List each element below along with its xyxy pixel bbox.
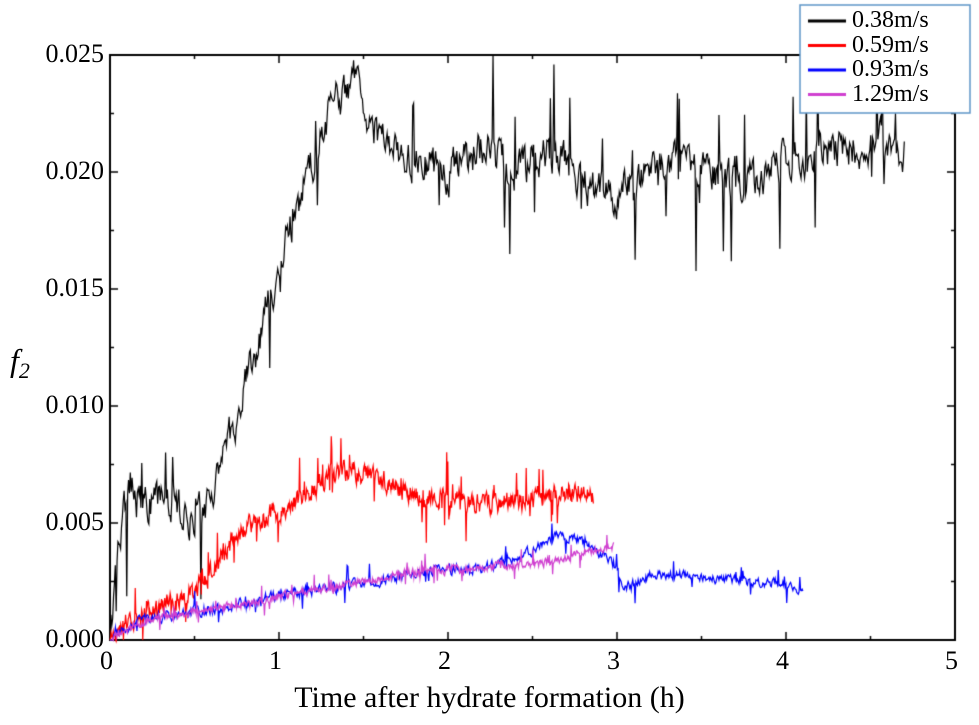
y-tick-label: 0.025 bbox=[46, 39, 105, 69]
legend-item-label: 0.93m/s bbox=[852, 56, 929, 83]
x-tick-label: 1 bbox=[269, 646, 282, 676]
y-tick-label: 0.005 bbox=[46, 507, 105, 537]
x-axis-label: Time after hydrate formation (h) bbox=[0, 681, 979, 715]
y-tick-label: 0.010 bbox=[46, 390, 105, 420]
chart-container: { "chart": { "type": "line", "xlabel": "… bbox=[0, 0, 979, 725]
x-tick-label: 5 bbox=[945, 646, 958, 676]
y-tick-label: 0.000 bbox=[46, 624, 105, 654]
y-axis-label: f2 bbox=[10, 341, 30, 383]
y-tick-label: 0.015 bbox=[46, 273, 105, 303]
legend-item-label: 0.38m/s bbox=[852, 7, 929, 34]
line-chart-canvas bbox=[0, 0, 979, 725]
y-tick-label: 0.020 bbox=[46, 156, 105, 186]
x-tick-label: 3 bbox=[607, 646, 620, 676]
x-tick-label: 2 bbox=[438, 646, 451, 676]
legend-item-label: 1.29m/s bbox=[852, 81, 929, 108]
x-axis-label-text: Time after hydrate formation (h) bbox=[294, 681, 684, 714]
legend-item-label: 0.59m/s bbox=[852, 32, 929, 59]
y-axis-label-text: f2 bbox=[10, 341, 30, 377]
x-tick-label: 4 bbox=[776, 646, 789, 676]
